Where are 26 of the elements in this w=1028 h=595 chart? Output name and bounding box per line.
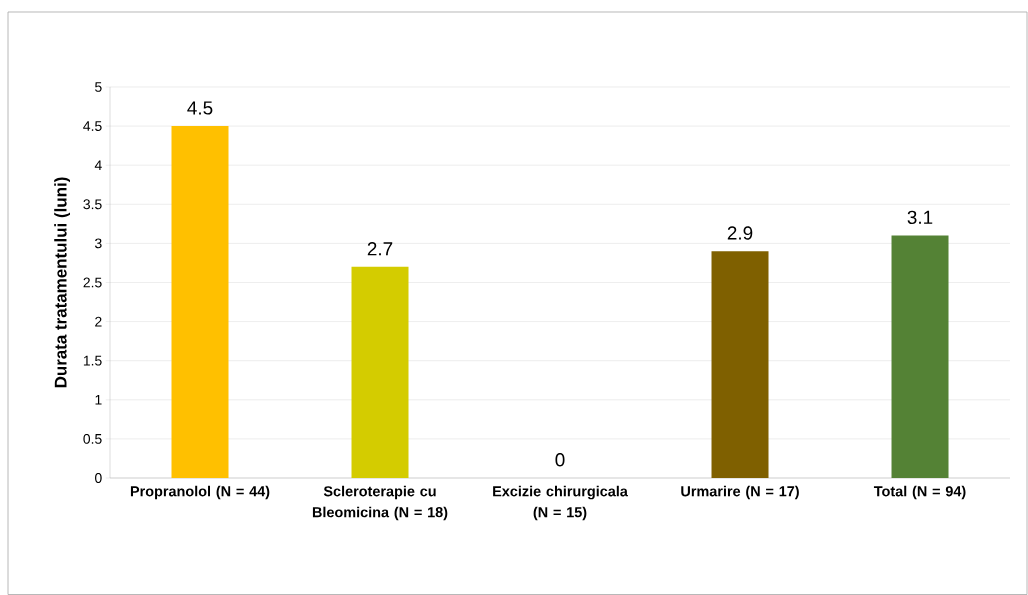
x-tick-label: Urmarire (N = 17) xyxy=(681,485,799,500)
x-tick-label: Propranolol (N = 44) xyxy=(130,485,270,500)
y-tick-label: 3.5 xyxy=(83,199,102,210)
bar xyxy=(351,266,409,478)
y-tick-label: 0.5 xyxy=(83,433,102,444)
bar xyxy=(171,126,229,478)
y-axis-title: Durata tratamentului (luni) xyxy=(54,177,70,388)
x-tick-label: Excizie chirurgicala (N = 15) xyxy=(493,485,628,521)
y-tick-label: 4 xyxy=(94,160,102,170)
data-label: 2.9 xyxy=(727,226,753,240)
data-label: 0 xyxy=(555,453,565,467)
y-tick-label: 5 xyxy=(95,82,102,92)
x-tick-label: Total (N = 94) xyxy=(873,485,966,500)
data-label: 3.1 xyxy=(907,210,933,225)
y-tick-label: 0 xyxy=(95,473,102,483)
y-tick-label: 3 xyxy=(95,238,102,249)
y-tick-label: 2.5 xyxy=(83,277,102,288)
data-label: 4.5 xyxy=(187,101,213,115)
bar xyxy=(711,251,769,478)
y-tick-label: 1 xyxy=(95,395,102,405)
y-tick-label: 1.5 xyxy=(83,355,102,366)
y-tick-label: 2 xyxy=(95,316,102,327)
y-tick-label: 4.5 xyxy=(83,121,102,131)
x-tick-label: Scleroterapie cu Bleomicina (N = 18) xyxy=(312,485,448,521)
bar xyxy=(891,235,949,478)
data-label: 2.7 xyxy=(367,242,393,256)
